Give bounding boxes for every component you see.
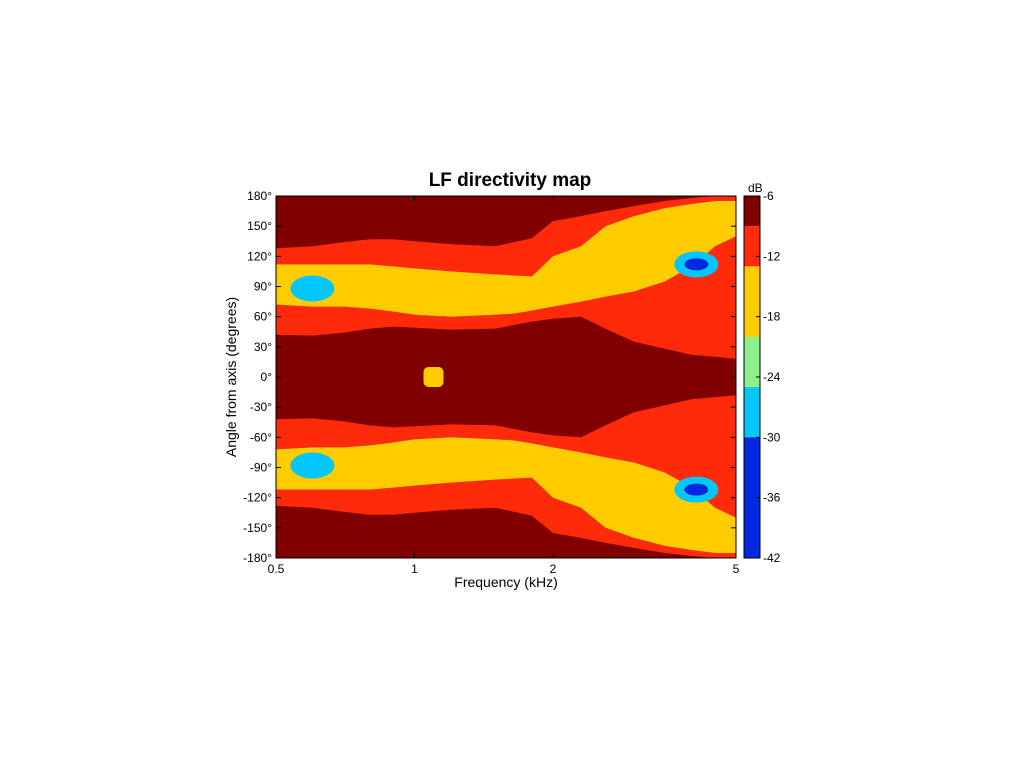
- colorbar-tick-label: -12: [763, 249, 781, 263]
- y-tick-label: 30°: [254, 340, 272, 354]
- contour-spot-core-1: [684, 258, 709, 271]
- x-tick-label: 1: [411, 562, 418, 576]
- y-tick-label: -120°: [243, 491, 272, 505]
- contour-spot-inner-0: [423, 367, 444, 387]
- contour-region-main-lobe-lower: [276, 377, 736, 438]
- colorbar-segment: [744, 387, 760, 438]
- colorbar-segment: [744, 196, 760, 227]
- colorbar-tick-label: -42: [763, 551, 781, 565]
- x-axis: 0.5 1 2 5: [268, 196, 740, 576]
- contour-spot-core-3: [300, 282, 325, 295]
- y-tick-label: 150°: [247, 219, 272, 233]
- y-tick-label: 60°: [254, 310, 272, 324]
- colorbar-tick-label: -30: [763, 430, 781, 444]
- colorbar-segment: [744, 437, 760, 558]
- colorbar-segment: [744, 226, 760, 267]
- y-tick-label: -60°: [250, 430, 272, 444]
- x-axis-label: Frequency (kHz): [454, 574, 557, 590]
- contour-region-front-red-lower: [276, 395, 736, 518]
- contour-region-rear-red-lower: [276, 477, 736, 558]
- y-axis-label: Angle from axis (degrees): [223, 297, 239, 457]
- x-tick-label: 0.5: [268, 562, 285, 576]
- y-tick-label: 180°: [247, 189, 272, 203]
- contour-region-rear-red-upper: [276, 196, 736, 277]
- colorbar-segment: [744, 266, 760, 337]
- colorbar-tick-label: -18: [763, 310, 781, 324]
- y-tick-label: -150°: [243, 521, 272, 535]
- y-tick-label: -30°: [250, 400, 272, 414]
- colorbar: -6 -12 -18 -24 -30 -36 -42: [743, 189, 781, 565]
- contour-spot-core-2: [684, 483, 709, 496]
- colorbar-tick-label: -24: [763, 370, 781, 384]
- y-tick-label: -90°: [250, 461, 272, 475]
- contour-region-side-red-lower: [276, 429, 553, 450]
- x-tick-label: 5: [733, 562, 740, 576]
- colorbar-segment: [744, 336, 760, 388]
- colorbar-unit-label: dB: [748, 181, 763, 195]
- y-tick-label: -180°: [243, 551, 272, 565]
- contour-region-front-red-upper: [276, 236, 736, 359]
- contour-region-main-lobe-upper: [276, 316, 736, 377]
- y-axis: 180° 150° 120° 90° 60° 30° 0° -30° -60° -90° -120°…: [243, 189, 736, 565]
- y-tick-label: 0°: [261, 370, 273, 384]
- x-tick-label: 2: [550, 562, 557, 576]
- y-tick-label: 90°: [254, 280, 272, 294]
- contour-plot-area: [276, 196, 736, 558]
- colorbar-tick-label: -36: [763, 491, 781, 505]
- y-tick-label: 120°: [247, 249, 272, 263]
- contour-spot-core-4: [300, 459, 325, 472]
- contour-region-side-red-upper: [276, 304, 553, 325]
- colorbar-tick-label: -6: [763, 189, 774, 203]
- chart-title: LF directivity map: [429, 170, 592, 191]
